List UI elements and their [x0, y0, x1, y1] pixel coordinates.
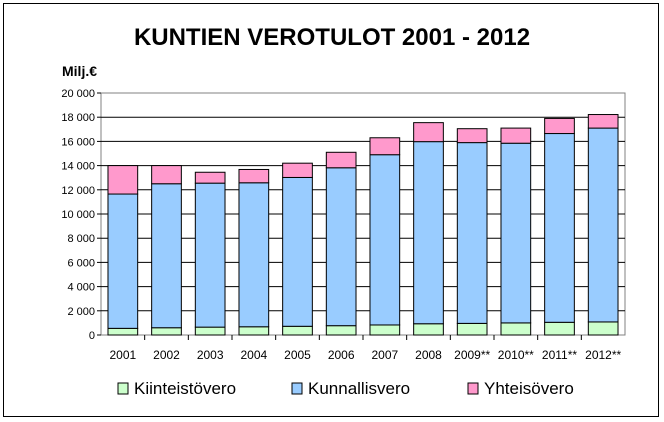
y-tick-label: 20 000: [61, 88, 95, 100]
bar-segment: [325, 167, 357, 327]
x-tick-label: 2009**: [454, 348, 490, 362]
bar-segment: [587, 127, 619, 323]
x-tick-label: 2006: [328, 348, 355, 362]
chart-title: KUNTIEN VEROTULOT 2001 - 2012: [134, 24, 530, 51]
y-tick-label: 8 000: [67, 233, 95, 245]
y-tick-label: 16 000: [61, 136, 95, 148]
bar-segment: [151, 165, 182, 185]
bar-segment: [369, 324, 401, 336]
legend: Kiinteistövero Kunnallisvero Yhteisövero: [117, 379, 574, 398]
bar-segment: [500, 127, 532, 144]
bar-segment: [325, 151, 357, 169]
x-tick-label: 2003: [197, 348, 224, 362]
bar-segment: [500, 322, 532, 336]
y-tick-label: 18 000: [61, 112, 95, 124]
y-tick-label: 10 000: [61, 209, 95, 221]
x-tick-label: 2007: [371, 348, 398, 362]
x-tick-label: 2002: [153, 348, 180, 362]
y-tick-label: 12 000: [61, 185, 95, 197]
y-tick-label: 2 000: [67, 306, 95, 318]
gridlines: [101, 116, 625, 312]
bar-segment: [369, 154, 401, 326]
bar-segment: [587, 321, 619, 336]
bar-segment: [456, 322, 488, 336]
bar-segment: [107, 165, 139, 195]
bar-segment: [544, 117, 575, 135]
x-tick-label: 2010**: [498, 348, 534, 362]
bar-segment: [500, 142, 532, 324]
x-tick-label: 2004: [240, 348, 267, 362]
legend-label: Yhteisövero: [484, 379, 574, 398]
bar-segment: [238, 168, 270, 184]
x-tick-label: 2001: [109, 348, 136, 362]
bar-segment: [194, 326, 226, 336]
bar-segment: [413, 141, 444, 325]
x-tick-label: 2011**: [542, 348, 577, 362]
bar-segment: [456, 128, 488, 144]
bar-segment: [151, 327, 182, 336]
bar-segment: [194, 182, 226, 328]
bar-segment: [587, 114, 619, 129]
bar-segment: [544, 321, 575, 336]
bar-segment: [107, 193, 139, 329]
x-tick-label: 2008: [415, 348, 442, 362]
bar-segment: [413, 122, 444, 143]
x-tick-label: 2005: [284, 348, 311, 362]
x-tick-label: 2012**: [585, 348, 621, 362]
y-tick-label: 4 000: [67, 282, 95, 294]
bar-segment: [544, 133, 575, 323]
y-tick-label: 14 000: [61, 161, 95, 173]
bar-segment: [238, 326, 270, 336]
bars: [107, 114, 619, 336]
legend-swatch: [467, 382, 479, 395]
legend-swatch: [117, 382, 129, 395]
y-axis-label: Milj.€: [62, 63, 97, 79]
legend-label: Kiinteistövero: [134, 379, 236, 398]
bar-segment: [107, 327, 139, 336]
bar-segment: [282, 162, 313, 178]
bar-segment: [282, 325, 313, 336]
legend-swatch: [291, 382, 303, 395]
y-tick-label: 6 000: [67, 257, 95, 269]
y-tick-label: 0: [89, 330, 95, 342]
bar-segment: [325, 325, 357, 336]
bar-segment: [238, 182, 270, 328]
bar-segment: [456, 142, 488, 324]
bar-segment: [194, 171, 226, 184]
legend-label: Kunnallisvero: [308, 379, 410, 398]
bar-segment: [369, 137, 401, 156]
bar-segment: [413, 323, 444, 336]
y-tick-labels: 0 2 000 4 000 6 000 8 000 10 000 12 000 14 000 1…: [61, 88, 101, 342]
bar-segment: [151, 183, 182, 329]
bar-segment: [282, 176, 313, 327]
x-tick-labels: 2001 2002 2003 2004 2005 2006 2007 2008 2009** 20…: [109, 335, 622, 362]
